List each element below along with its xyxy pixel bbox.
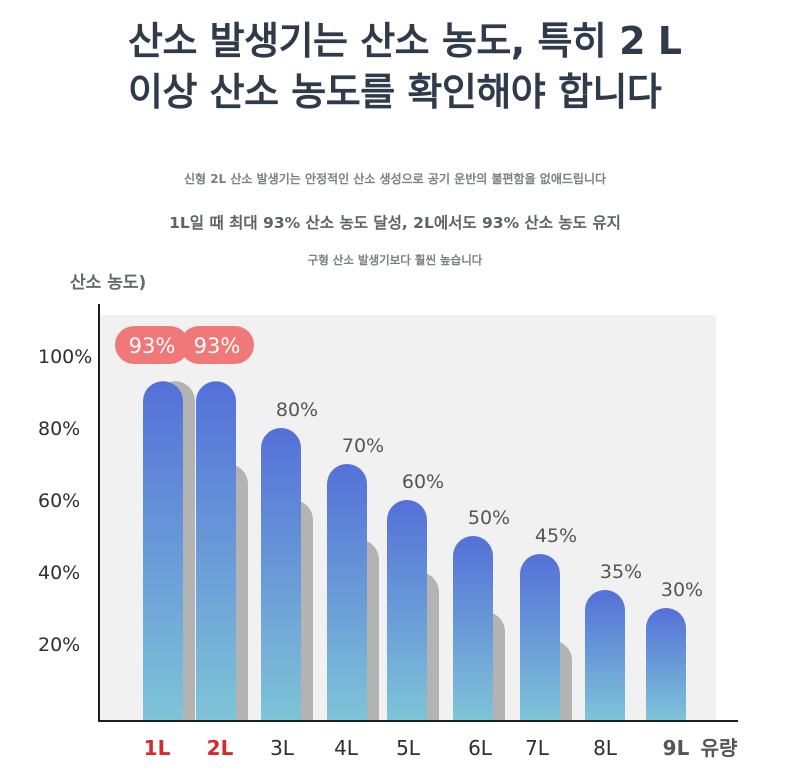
- x-tick-label-2L: 2L: [207, 736, 234, 760]
- bar-8L: [585, 590, 625, 720]
- bar-1L: [143, 381, 183, 720]
- x-axis-title: 유량: [701, 736, 738, 760]
- badge-2L: [180, 326, 254, 364]
- y-tick-label-60pct: 60%: [38, 490, 80, 512]
- x-tick-label-5L: 5L: [396, 736, 421, 760]
- badge-1L: [115, 326, 189, 364]
- bar-4L: [327, 464, 367, 720]
- y-tick-label-40pct: 40%: [38, 562, 80, 584]
- value-label-6L: 50%: [468, 507, 510, 529]
- y-tick-label-80pct: 80%: [38, 418, 80, 440]
- x-tick-label-4L: 4L: [334, 736, 359, 760]
- subtitle-line-1: 신형 2L 산소 발생기는 안정적인 산소 생성으로 공기 운반의 불편함을 없…: [183, 172, 607, 186]
- x-tick-label-6L: 6L: [468, 736, 493, 760]
- bar-6L: [453, 536, 493, 720]
- value-label-3L: 80%: [276, 399, 318, 421]
- bar-2L: [196, 381, 236, 720]
- bar-5L: [387, 500, 427, 720]
- x-tick-label-8L: 8L: [593, 736, 618, 760]
- y-tick-label-20pct: 20%: [38, 634, 80, 656]
- value-label-5L: 60%: [402, 471, 444, 493]
- y-tick-label-100pct: 100%: [38, 346, 92, 368]
- value-label-9L: 30%: [661, 579, 703, 601]
- y-axis-title: 산소 농도): [70, 273, 147, 293]
- value-label-2L: 93%: [194, 334, 241, 358]
- value-label-4L: 70%: [342, 435, 384, 457]
- x-tick-label-7L: 7L: [525, 736, 550, 760]
- x-tick-label-1L: 1L: [144, 736, 171, 760]
- x-tick-label-9L: 9L: [663, 736, 690, 760]
- x-tick-label-3L: 3L: [270, 736, 295, 760]
- bar-9L: [646, 608, 686, 720]
- subtitle-line-2: 1L일 때 최대 93% 산소 농도 달성, 2L에서도 93% 산소 농도 유…: [169, 214, 621, 232]
- value-label-1L: 93%: [129, 334, 176, 358]
- page-title: 산소 발생기는 산소 농도, 특히 2 L 이상 산소 농도를 확인해야 합니다: [128, 19, 682, 114]
- header-panel: [14, 0, 790, 306]
- subtitle-line-3: 구형 산소 발생기보다 훨씬 높습니다: [307, 253, 483, 267]
- bar-3L: [261, 428, 301, 720]
- value-label-7L: 45%: [535, 525, 577, 547]
- bar-7L: [520, 554, 560, 720]
- value-label-8L: 35%: [600, 561, 642, 583]
